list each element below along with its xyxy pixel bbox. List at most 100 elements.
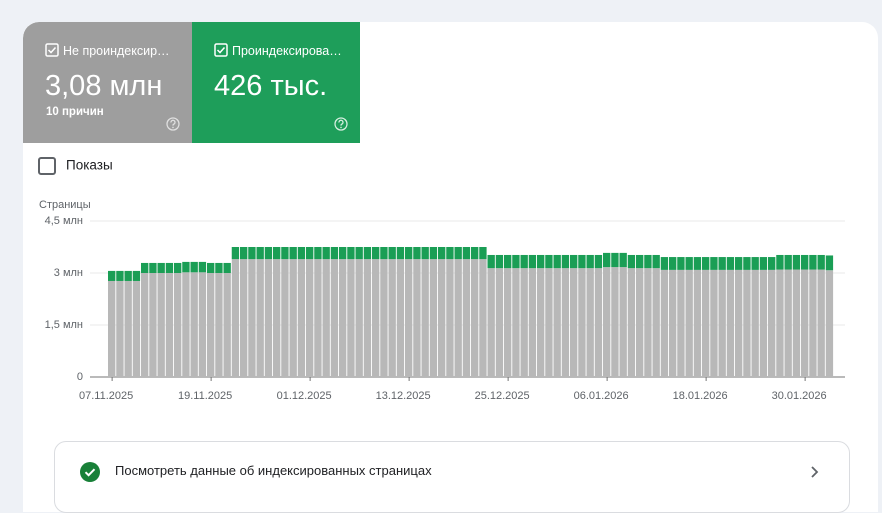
bar-segment — [322, 247, 330, 260]
y-axis-label: Страницы — [39, 199, 91, 211]
checkbox-icon — [214, 43, 228, 57]
bar-segment — [825, 270, 834, 377]
bar-segment — [396, 259, 405, 377]
bar-segment — [174, 273, 182, 377]
bar-segment — [116, 280, 124, 377]
bar-segment — [735, 257, 743, 270]
bar-segment — [553, 254, 561, 269]
bar-segment — [504, 268, 512, 377]
bar-segment — [339, 247, 347, 260]
bar-segment — [792, 269, 801, 377]
bar-segment — [124, 280, 132, 377]
bar-segment — [636, 268, 644, 377]
bar-segment — [743, 257, 751, 270]
bar-segment — [586, 268, 594, 377]
bar-segment — [372, 247, 380, 260]
bar-segment — [281, 259, 289, 377]
bar-segment — [149, 273, 157, 377]
bar-segment — [627, 268, 636, 377]
bar-segment — [710, 269, 718, 377]
bar-segment — [207, 273, 215, 377]
impressions-checkbox[interactable] — [38, 157, 56, 175]
bar-segment — [273, 247, 281, 260]
tile-note: 10 причин — [46, 106, 104, 118]
bar-segment — [570, 268, 578, 377]
bar-segment — [677, 257, 685, 270]
x-tick-label: 25.12.2025 — [475, 390, 530, 402]
bar-segment — [512, 268, 520, 377]
bar-segment — [570, 254, 578, 269]
bar-segment — [405, 247, 413, 260]
bar-segment — [594, 254, 603, 269]
bar-segment — [215, 273, 223, 377]
bar-segment — [314, 259, 322, 377]
bar-segment — [487, 254, 495, 269]
bar-segment — [198, 261, 207, 273]
bar-segment — [429, 247, 438, 260]
bar-segment — [776, 269, 784, 377]
bar-segment — [264, 247, 273, 260]
bar-segment — [108, 270, 116, 281]
impressions-label[interactable]: Показы — [66, 158, 113, 173]
bar-segment — [231, 259, 240, 377]
y-tick-label: 4,5 млн — [45, 215, 83, 227]
bar-segment — [141, 273, 149, 377]
bar-segment — [256, 259, 264, 377]
not-indexed-tile[interactable]: Не проиндексир… 3,08 млн 10 причин — [23, 22, 192, 143]
bar-segment — [693, 257, 702, 270]
bar-segment — [132, 270, 141, 281]
bar-segment — [718, 269, 726, 377]
bar-segment — [363, 247, 372, 260]
bar-segment — [487, 268, 495, 377]
bar-segment — [363, 259, 372, 377]
bar-segment — [586, 254, 594, 269]
bar-segment — [273, 259, 281, 377]
bar-segment — [462, 259, 471, 377]
bar-segment — [677, 269, 685, 377]
bar-segment — [132, 280, 141, 377]
bar-segment — [594, 268, 603, 377]
bar-segment — [306, 259, 314, 377]
bar-segment — [619, 267, 627, 377]
bar-segment — [479, 247, 487, 260]
bar-segment — [380, 247, 388, 260]
bar-segment — [165, 273, 174, 377]
x-tick-label: 18.01.2026 — [673, 390, 728, 402]
bar-segment — [817, 254, 825, 270]
bar-segment — [644, 268, 652, 377]
bar-segment — [553, 268, 561, 377]
bar-segment — [215, 262, 223, 273]
bar-segment — [619, 252, 627, 268]
chart: Показы Страницы 0 1,5 млн 3 млн 4,5 млн 07.1… — [38, 157, 845, 402]
bar-segment — [124, 270, 132, 281]
help-icon[interactable] — [166, 117, 180, 131]
bar-segment — [223, 262, 231, 273]
bar-segment — [405, 259, 413, 377]
bar-segment — [471, 259, 479, 377]
bar-segment — [537, 254, 545, 269]
bar-segment — [322, 259, 330, 377]
bar-segment — [520, 254, 528, 269]
x-tick-label: 06.01.2026 — [574, 390, 629, 402]
bar-segment — [578, 268, 586, 377]
bar-segment — [759, 269, 768, 377]
bar-segment — [479, 259, 487, 377]
bar-segment — [174, 262, 182, 273]
tile-title: Не проиндексир… — [63, 44, 170, 58]
bar-segment — [669, 257, 677, 270]
page: Не проиндексир… 3,08 млн 10 причин Проин… — [23, 22, 878, 513]
indexed-pages-link[interactable]: Посмотреть данные об индексированных стр… — [54, 441, 850, 513]
bar-segment — [801, 254, 809, 270]
bar-segment — [240, 259, 248, 377]
bar-segment — [248, 247, 256, 260]
bar-segment — [817, 269, 825, 377]
bar-segment — [792, 254, 801, 270]
bar-segment — [660, 257, 669, 270]
bar-segment — [429, 259, 438, 377]
bar-segment — [454, 259, 462, 377]
help-icon[interactable] — [334, 117, 348, 131]
indexed-tile[interactable]: Проиндексирова… 426 тыс. — [192, 22, 360, 143]
bar-segment — [306, 247, 314, 260]
bar-segment — [801, 269, 809, 377]
bar-segment — [240, 247, 248, 260]
